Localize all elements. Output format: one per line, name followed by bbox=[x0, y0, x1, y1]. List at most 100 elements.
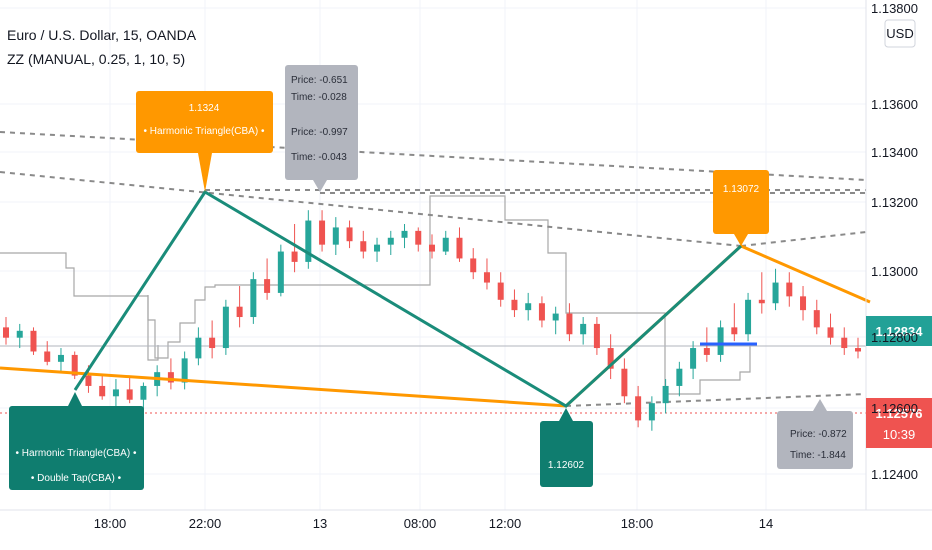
high2-label[interactable]: 1.13072 bbox=[713, 170, 769, 246]
low2-value: 1.12602 bbox=[548, 460, 585, 471]
candle-body bbox=[758, 299, 765, 304]
candle-body bbox=[580, 323, 587, 335]
projection-line bbox=[565, 393, 867, 407]
candle-body bbox=[360, 241, 367, 252]
candle-body bbox=[690, 348, 697, 369]
candle-body bbox=[305, 220, 312, 262]
candle-body bbox=[772, 282, 779, 304]
candle-body bbox=[401, 230, 408, 238]
stats2-line-1: Price: -0.872 bbox=[790, 429, 847, 440]
candle-body bbox=[3, 327, 9, 338]
price-tick-label: 1.13600 bbox=[871, 97, 918, 112]
candle-body bbox=[525, 303, 532, 311]
candle-body bbox=[167, 372, 174, 383]
candle-body bbox=[635, 396, 642, 421]
candle-body bbox=[319, 220, 326, 245]
projection-line bbox=[0, 171, 742, 247]
candle-body bbox=[470, 258, 477, 273]
candle-body bbox=[44, 351, 51, 362]
candle-body bbox=[209, 337, 216, 349]
candle-body bbox=[511, 299, 518, 311]
candle-body bbox=[387, 237, 394, 245]
high2-value: 1.13072 bbox=[723, 184, 760, 195]
candle-body bbox=[703, 348, 710, 355]
candle-body bbox=[85, 375, 92, 386]
fib-trend-line bbox=[0, 244, 871, 408]
candle-body bbox=[786, 282, 793, 297]
low1-pattern-2: • Double Tap(CBA) • bbox=[31, 473, 122, 484]
candle-body bbox=[800, 296, 807, 311]
time-tick-label: 14 bbox=[759, 516, 773, 531]
low2-label[interactable]: 1.12602 bbox=[540, 408, 593, 487]
candle-body bbox=[57, 354, 64, 362]
candle-body bbox=[745, 299, 752, 335]
candle-body bbox=[731, 327, 738, 335]
stats2-line-2: Time: -1.844 bbox=[790, 450, 846, 461]
candle-body bbox=[662, 385, 669, 404]
time-tick-label: 08:00 bbox=[404, 516, 437, 531]
price-tick-label: 1.13800 bbox=[871, 1, 918, 16]
stats1-line-5: Time: -0.043 bbox=[291, 152, 347, 163]
stats1-line-2: Time: -0.028 bbox=[291, 92, 347, 103]
candle-body bbox=[415, 230, 422, 245]
price-tick-label: 1.12600 bbox=[871, 401, 918, 416]
price-tick-label: 1.13000 bbox=[871, 264, 918, 279]
candle-body bbox=[30, 330, 37, 352]
high1-label[interactable]: 1.1324 • Harmonic Triangle(CBA) • bbox=[136, 91, 273, 192]
indicator-title: ZZ (MANUAL, 0.25, 1, 10, 5) bbox=[7, 51, 185, 67]
candle-body bbox=[648, 403, 655, 421]
candle-body bbox=[99, 385, 106, 397]
candle-body bbox=[291, 251, 298, 262]
currency-label: USD bbox=[886, 26, 913, 41]
candle-body bbox=[222, 306, 229, 349]
stats-box-2[interactable]: Price: -0.872 Time: -1.844 bbox=[777, 399, 853, 469]
time-axis[interactable]: 18:00 22:00 13 08:00 12:00 18:00 14 bbox=[0, 509, 932, 531]
low1-label[interactable]: • Harmonic Triangle(CBA) • • Double Tap(… bbox=[9, 392, 144, 490]
candle-body bbox=[456, 237, 463, 259]
candle-body bbox=[717, 327, 724, 355]
zigzag-line bbox=[73, 189, 743, 408]
candle-body bbox=[264, 279, 271, 293]
high1-pattern: • Harmonic Triangle(CBA) • bbox=[144, 126, 265, 137]
time-tick-label: 18:00 bbox=[621, 516, 654, 531]
time-tick-label: 18:00 bbox=[94, 516, 127, 531]
candle-body bbox=[429, 244, 435, 252]
candle-body bbox=[181, 358, 188, 383]
currency-button[interactable] bbox=[884, 19, 916, 48]
alert-price-value: 1.12576 bbox=[876, 406, 923, 421]
high1-value: 1.1324 bbox=[189, 103, 220, 114]
candle-body bbox=[813, 310, 820, 328]
candle-body bbox=[483, 272, 490, 283]
time-tick-label: 13 bbox=[313, 516, 327, 531]
candle-body bbox=[621, 368, 628, 397]
candle-body bbox=[346, 227, 353, 242]
stats1-line-4: Price: -0.997 bbox=[291, 127, 348, 138]
step-line bbox=[147, 295, 159, 361]
candle-body bbox=[195, 337, 202, 359]
candle-body bbox=[497, 282, 504, 300]
candle-body bbox=[277, 251, 284, 293]
candle-body bbox=[607, 348, 614, 369]
candle-body bbox=[126, 389, 133, 400]
candles bbox=[3, 210, 861, 431]
alert-price-tag bbox=[866, 398, 932, 448]
price-axis[interactable]: USD 1.12834 1.12576 10:39 1.13800 1.13600… bbox=[865, 0, 932, 510]
time-tick-label: 12:00 bbox=[489, 516, 522, 531]
candle-body bbox=[71, 354, 78, 376]
candle-body bbox=[236, 306, 243, 318]
candle-body bbox=[538, 303, 545, 321]
symbol-title: Euro / U.S. Dollar, 15, OANDA bbox=[7, 27, 197, 43]
candle-body bbox=[374, 244, 381, 252]
last-price-tag bbox=[866, 316, 932, 346]
candle-body bbox=[442, 237, 449, 252]
candle-body bbox=[841, 337, 848, 349]
projection-line bbox=[740, 231, 867, 247]
step-lines bbox=[0, 195, 751, 395]
candle-body bbox=[855, 348, 861, 352]
stats1-line-1: Price: -0.651 bbox=[291, 75, 348, 86]
stats-box-1[interactable]: Price: -0.651 Time: -0.028 Price: -0.997… bbox=[285, 65, 358, 192]
candle-body bbox=[552, 313, 559, 321]
time-tick-label: 22:00 bbox=[189, 516, 222, 531]
